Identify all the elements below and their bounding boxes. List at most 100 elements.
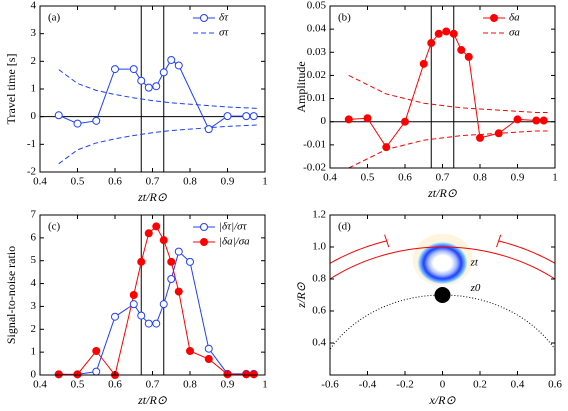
y-tick-label: 5 <box>31 254 37 266</box>
y-tick-label: -2 <box>27 166 36 178</box>
data-point <box>152 222 161 231</box>
label-zt: zt <box>470 257 479 269</box>
data-point <box>129 291 138 299</box>
data-point <box>186 257 194 266</box>
y-tick-label: 2 <box>31 55 37 67</box>
data-point <box>532 116 541 125</box>
y-tick-label: -0.01 <box>303 138 326 150</box>
series-line <box>58 124 258 165</box>
x-tick-label: 0.9 <box>511 172 525 184</box>
x-tick-label: 0.8 <box>473 172 487 184</box>
y-tick-label: 2 <box>31 323 37 335</box>
data-point <box>249 112 258 121</box>
legend-label: στ <box>219 27 229 39</box>
y-tick-label: 1.2 <box>312 209 326 221</box>
data-point <box>92 116 101 125</box>
data-point <box>242 370 251 379</box>
x-tick-label: 0.7 <box>436 172 450 184</box>
plot-frame <box>39 214 266 376</box>
data-point <box>442 27 451 36</box>
x-axis-label: zt/R⊙ <box>137 393 168 407</box>
data-point <box>159 68 168 77</box>
x-tick-label: 0.2 <box>473 379 487 391</box>
legend-marker <box>200 238 208 246</box>
bracket-tick <box>496 234 502 248</box>
plot-frame <box>329 214 556 376</box>
legend-label: δa <box>509 12 520 24</box>
panel: δτ στ 0.4 0.5 0.6 0.7 0.8 0.9 1 -2 -1 0 1 2 3 4 (a) zt/R⊙… <box>4 0 268 204</box>
data-point <box>449 29 458 38</box>
legend-marker <box>200 223 208 231</box>
x-tick-label: -0.6 <box>321 379 339 391</box>
series-line <box>58 225 254 375</box>
panel-label: (c) <box>48 221 61 233</box>
y-tick-label: 7 <box>31 209 37 221</box>
y-tick-label: 1 <box>31 346 37 358</box>
data-point <box>419 59 428 68</box>
x-tick-label: 0.5 <box>361 172 375 184</box>
legend-label: σa <box>509 27 520 39</box>
data-point <box>159 300 168 309</box>
bracket-arc <box>498 240 555 264</box>
data-point <box>167 257 176 266</box>
x-axis-label: x/R⊙ <box>428 393 456 407</box>
x-tick-label: 0.6 <box>548 379 562 391</box>
x-tick-label: 0.4 <box>33 176 47 188</box>
x-tick-label: 1 <box>552 172 558 184</box>
y-tick-label: 0.02 <box>307 69 326 81</box>
data-point <box>54 111 63 120</box>
data-point <box>111 312 119 321</box>
panel-label: (d) <box>338 221 351 233</box>
y-tick-label: 3 <box>31 27 37 39</box>
x-axis-label: zt/R⊙ <box>427 186 458 200</box>
y-axis-label: z/R⊙ <box>294 281 308 308</box>
data-point <box>476 133 484 142</box>
y-axis-label: Travel time [s] <box>4 54 18 125</box>
source-point <box>434 287 451 303</box>
data-point <box>186 347 194 355</box>
x-tick-label: 0.7 <box>146 176 160 188</box>
data-point <box>167 275 176 283</box>
data-point <box>73 119 82 128</box>
y-tick-label: 4 <box>31 0 37 12</box>
y-tick-label: 0.01 <box>307 92 326 104</box>
x-tick-label: 0.9 <box>221 176 235 188</box>
data-point <box>464 52 473 61</box>
y-tick-label: 0.8 <box>312 273 326 285</box>
y-tick-label: 3 <box>31 300 37 312</box>
source-depth-arc <box>330 294 555 351</box>
data-point <box>242 112 251 121</box>
data-point <box>539 116 548 125</box>
data-point <box>427 39 436 48</box>
y-tick-label: 0 <box>31 369 37 381</box>
y-tick-label: 1 <box>31 83 37 95</box>
legend-label: δτ <box>219 12 229 24</box>
data-point <box>152 319 161 328</box>
data-point <box>344 115 353 124</box>
plot-frame <box>329 5 556 169</box>
y-tick-label: 0.05 <box>307 0 327 12</box>
x-tick-label: 0.4 <box>33 379 47 391</box>
data-point <box>159 236 168 245</box>
y-tick-label: 0 <box>321 115 327 127</box>
y-tick-label: 1.0 <box>312 241 326 253</box>
x-tick-label: 0.6 <box>108 379 122 391</box>
y-tick-label: 0.4 <box>312 337 326 349</box>
data-point <box>363 114 372 123</box>
y-tick-label: 0 <box>31 110 37 122</box>
data-point <box>249 370 258 379</box>
series-line <box>58 69 258 109</box>
data-point <box>204 344 213 353</box>
y-tick-label: 4 <box>31 277 37 289</box>
x-tick-label: 0.6 <box>398 172 412 184</box>
data-point <box>434 29 443 38</box>
data-point <box>167 55 176 64</box>
data-point <box>137 257 146 266</box>
y-axis-label: Amplitude <box>294 61 308 112</box>
legend-label: |δτ|/στ <box>219 221 248 233</box>
image-area <box>330 233 555 351</box>
data-point <box>137 76 146 85</box>
data-point <box>54 370 63 379</box>
